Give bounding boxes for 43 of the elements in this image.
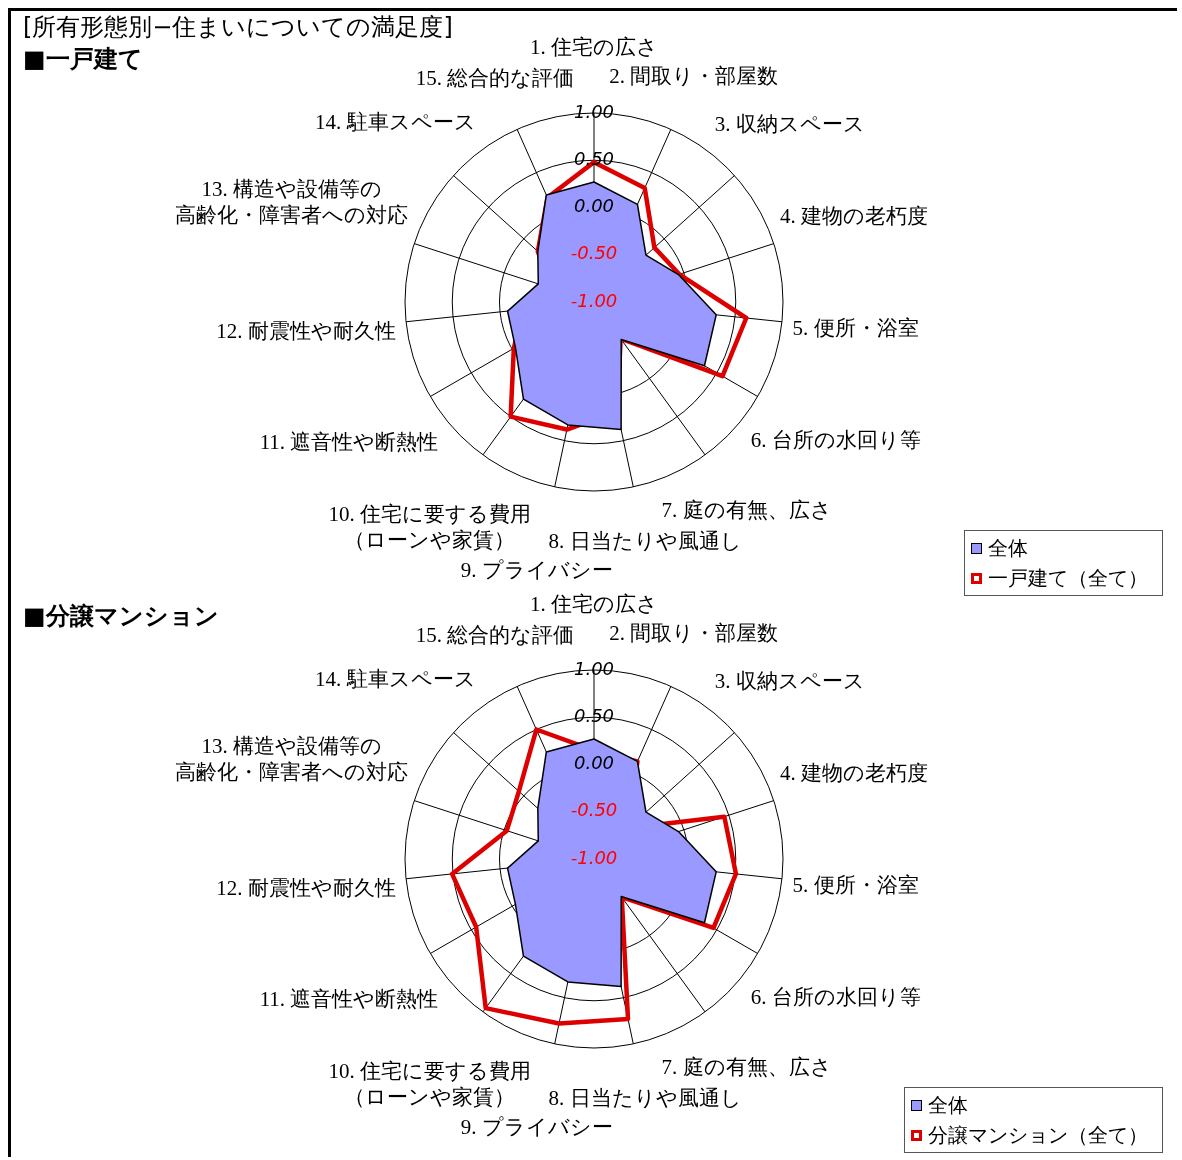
spoke-label: 13. 構造や設備等の高齢化・障害者への対応 — [175, 177, 409, 228]
legend-label: 一戸建て（全て） — [988, 566, 1148, 591]
spoke-label: 2. 間取り・部屋数 — [609, 64, 779, 89]
y-tick-label: -1.00 — [570, 289, 618, 311]
spoke-label: 14. 駐車スペース — [315, 109, 476, 134]
spoke-label: 14. 駐車スペース — [315, 666, 476, 691]
spoke-label: 3. 収納スペース — [714, 669, 865, 694]
spoke-label: 13. 構造や設備等の高齢化・障害者への対応 — [175, 734, 409, 785]
spoke-label: 12. 耐震性や耐久性 — [216, 318, 396, 343]
legend-label: 全体 — [988, 536, 1028, 561]
spoke-label: 5. 便所・浴室 — [792, 316, 919, 341]
chart-title: ■分譲マンション — [23, 602, 219, 630]
spoke-label: 11. 遮音性や断熱性 — [259, 429, 439, 454]
spoke-label: 10. 住宅に要する費用（ローンや家賃） — [328, 1058, 531, 1109]
spoke-label: 6. 台所の水回り等 — [750, 985, 921, 1010]
spoke-label: 12. 耐震性や耐久性 — [216, 875, 396, 900]
spoke-label: 1. 住宅の広さ — [530, 591, 658, 616]
spoke-label: 7. 庭の有無、広さ — [661, 1055, 832, 1080]
chart-title: [所有形態別−住まいについての満足度] — [23, 13, 453, 41]
y-tick-label: 0.00 — [573, 195, 615, 217]
spoke-label: 4. 建物の老朽度 — [780, 204, 929, 229]
legend-label: 分譲マンション（全て） — [928, 1123, 1148, 1148]
spoke-label: 9. プライバシー — [460, 558, 613, 583]
y-tick-label: -0.50 — [570, 799, 618, 821]
spoke-label: 1. 住宅の広さ — [530, 34, 658, 59]
spoke-label: 10. 住宅に要する費用（ローンや家賃） — [328, 501, 531, 552]
y-tick-label: -1.00 — [570, 846, 618, 868]
legend-label: 全体 — [928, 1093, 968, 1118]
spoke-label: 3. 収納スペース — [714, 112, 865, 137]
spoke-label: 5. 便所・浴室 — [792, 873, 919, 898]
spoke-label: 2. 間取り・部屋数 — [609, 621, 779, 646]
chart-subtitle: ■一戸建て — [23, 45, 143, 73]
spoke-label: 15. 総合的な評価 — [415, 623, 575, 648]
spoke-label: 4. 建物の老朽度 — [780, 761, 929, 786]
spoke-label: 11. 遮音性や断熱性 — [259, 986, 439, 1011]
spoke-label: 7. 庭の有無、広さ — [661, 498, 832, 523]
spoke-label: 8. 日当たりや風通し — [548, 1085, 742, 1110]
spoke-label: 8. 日当たりや風通し — [548, 528, 742, 553]
y-tick-label: 0.00 — [573, 752, 615, 774]
spoke-label: 6. 台所の水回り等 — [750, 428, 921, 453]
spoke-label: 9. プライバシー — [460, 1115, 613, 1140]
spoke-label: 15. 総合的な評価 — [415, 66, 575, 91]
y-tick-label: -0.50 — [570, 242, 618, 264]
